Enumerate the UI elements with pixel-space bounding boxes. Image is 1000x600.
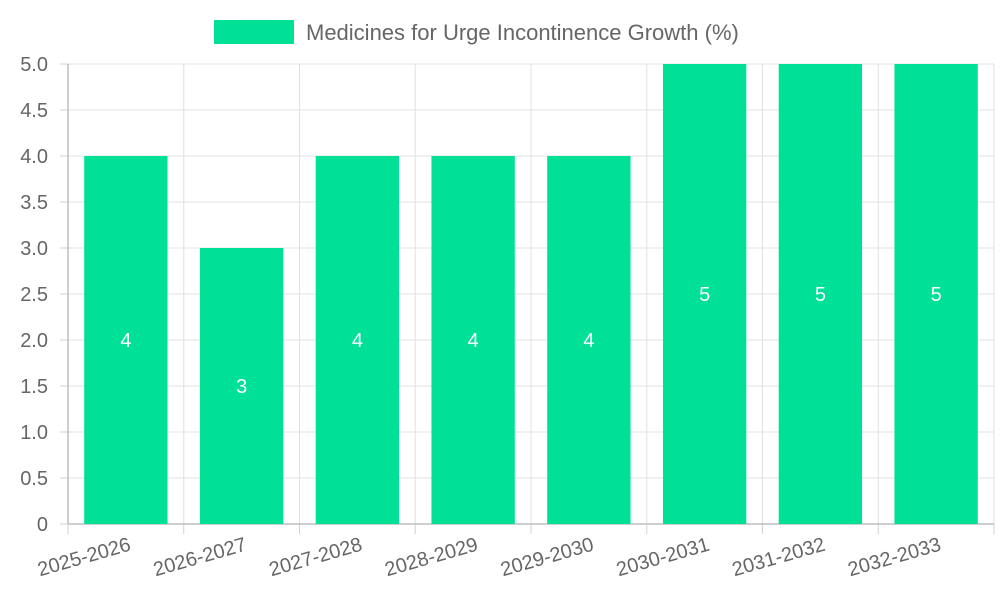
y-tick-label: 0 (37, 514, 48, 536)
y-tick-label: 4.0 (20, 146, 48, 168)
bar-value-label: 4 (583, 330, 594, 352)
y-tick-label: 2.5 (20, 284, 48, 306)
bar-value-label: 4 (468, 330, 479, 352)
bar[interactable] (894, 64, 978, 524)
x-tick-label: 2026-2027 (151, 534, 249, 582)
bar-value-labels: 4 3 4 4 4 5 5 5 (120, 284, 941, 398)
legend-label[interactable]: Medicines for Urge Incontinence Growth (… (306, 20, 739, 45)
bars (84, 64, 978, 524)
legend-swatch[interactable] (214, 20, 294, 44)
x-tick-label: 2029-2030 (498, 534, 596, 582)
y-tick-label: 3.0 (20, 238, 48, 260)
legend[interactable]: Medicines for Urge Incontinence Growth (… (214, 20, 739, 45)
bar[interactable] (547, 156, 631, 524)
bar[interactable] (84, 156, 168, 524)
y-tick-label: 2.0 (20, 330, 48, 352)
bar-value-label: 5 (931, 284, 942, 306)
bar-value-label: 3 (236, 376, 247, 398)
bar-value-label: 4 (120, 330, 131, 352)
y-tick-label: 4.5 (20, 100, 48, 122)
bar[interactable] (662, 64, 747, 524)
y-tick-label: 5.0 (20, 54, 48, 76)
bar[interactable] (778, 64, 863, 524)
bar[interactable] (315, 156, 400, 524)
bar[interactable] (199, 248, 284, 524)
y-tick-label: 3.5 (20, 192, 48, 214)
y-axis-tick-labels: 0 0.5 1.0 1.5 2.0 2.5 3.0 3.5 4.0 4.5 5.0 (20, 54, 48, 536)
x-tick-label: 2030-2031 (614, 534, 712, 582)
y-tick-label: 0.5 (20, 468, 48, 490)
bar-value-label: 5 (699, 284, 710, 306)
bar-value-label: 4 (352, 330, 363, 352)
x-tick-label: 2032-2033 (845, 534, 943, 582)
x-tick-label: 2028-2029 (382, 534, 480, 582)
x-tick-label: 2031-2032 (730, 534, 828, 582)
y-tick-label: 1.0 (20, 422, 48, 444)
bar[interactable] (431, 156, 515, 524)
bar-value-label: 5 (815, 284, 826, 306)
y-tick-label: 1.5 (20, 376, 48, 398)
x-tick-label: 2027-2028 (267, 534, 365, 582)
x-axis-tick-labels: 2025-2026 2026-2027 2027-2028 2028-2029 2029… (35, 534, 943, 582)
x-tick-label: 2025-2026 (35, 534, 133, 582)
